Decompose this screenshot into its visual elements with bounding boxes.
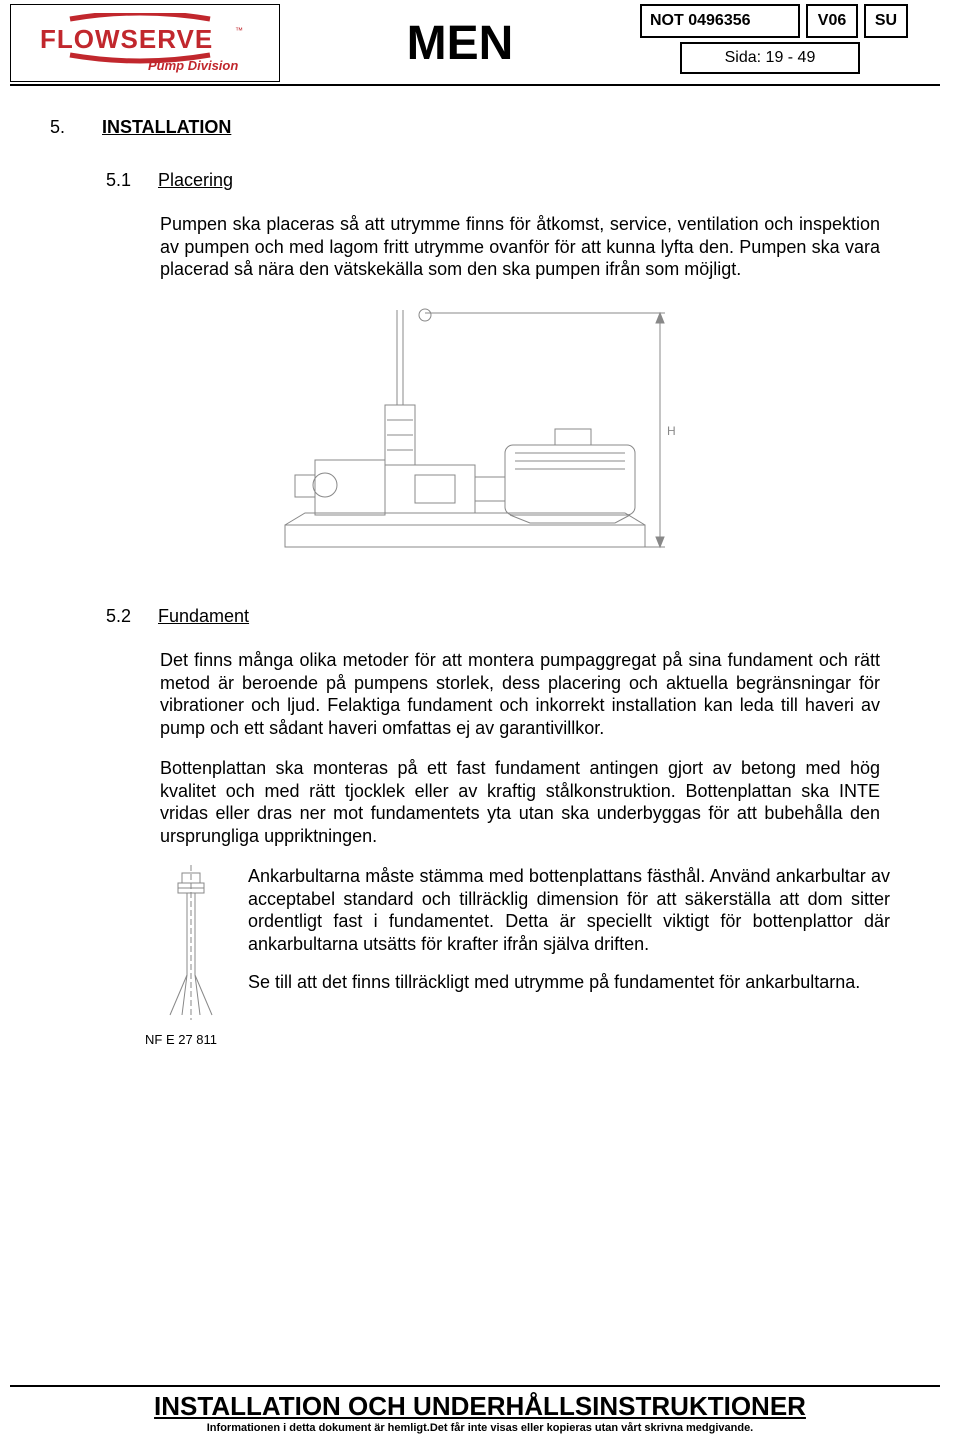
footer-title: INSTALLATION OCH UNDERHÅLLSINSTRUKTIONER xyxy=(0,1391,960,1422)
svg-text:FLOWSERVE: FLOWSERVE xyxy=(40,24,213,54)
subsection-title: Fundament xyxy=(158,605,249,628)
subsection-title: Placering xyxy=(158,169,233,192)
subsection-number: 5.1 xyxy=(106,169,140,192)
anchor-bolt-icon xyxy=(160,865,222,1020)
section-number: 5. xyxy=(50,116,78,139)
paragraph: Bottenplattan ska monteras på ett fast f… xyxy=(160,757,880,847)
standard-reference: NF E 27 811 xyxy=(145,1032,890,1048)
page-footer: INSTALLATION OCH UNDERHÅLLSINSTRUKTIONER… xyxy=(0,1385,960,1434)
section-title: INSTALLATION xyxy=(102,116,231,139)
footer-confidentiality: Informationen i detta dokument är hemlig… xyxy=(0,1422,960,1434)
svg-text:™: ™ xyxy=(235,26,243,35)
header-meta: NOT 0496356 V06 SU Sida: 19 - 49 xyxy=(640,4,940,82)
paragraph: Pumpen ska placeras så att utrymme finns… xyxy=(160,213,880,281)
subsection-number: 5.2 xyxy=(106,605,140,628)
pump-diagram: H xyxy=(255,305,685,565)
paragraph: Ankarbultarna måste stämma med bottenpla… xyxy=(248,865,890,955)
flowserve-logo: FLOWSERVE ™ Pump Division xyxy=(30,13,260,73)
doc-number: NOT 0496356 xyxy=(640,4,800,38)
svg-text:Pump Division: Pump Division xyxy=(148,58,238,73)
doc-header: FLOWSERVE ™ Pump Division MEN NOT 049635… xyxy=(0,0,960,82)
paragraph: Det finns många olika metoder för att mo… xyxy=(160,649,880,739)
doc-version: V06 xyxy=(806,4,858,38)
logo-box: FLOWSERVE ™ Pump Division xyxy=(10,4,280,82)
doc-type-title: MEN xyxy=(280,4,640,82)
page-indicator: Sida: 19 - 49 xyxy=(680,42,860,74)
doc-language: SU xyxy=(864,4,908,38)
paragraph: Se till att det finns tillräckligt med u… xyxy=(248,971,890,994)
dimension-h-label: H xyxy=(667,424,676,438)
page-content: 5. INSTALLATION 5.1 Placering Pumpen ska… xyxy=(0,86,960,1048)
